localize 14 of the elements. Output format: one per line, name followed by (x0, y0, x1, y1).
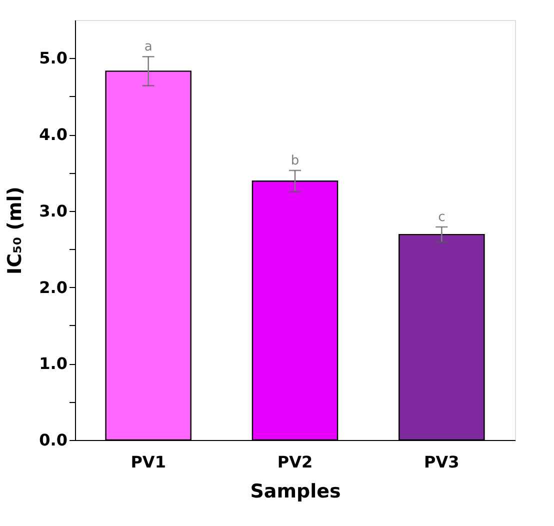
annotation: c (438, 210, 446, 225)
x-tick-label: PV3 (424, 452, 460, 472)
y-tick-label: 1.0 (39, 354, 68, 374)
annotation: b (290, 153, 300, 168)
annotation: a (144, 40, 152, 55)
x-tick-label: PV2 (277, 452, 313, 472)
x-axis-title: Samples (250, 480, 341, 502)
y-tick-label: 0.0 (39, 430, 68, 450)
y-tick-label: 3.0 (39, 201, 68, 220)
y-tick-label: 5.0 (39, 48, 68, 68)
x-tick-label: PV1 (130, 452, 166, 472)
y-axis-title: IC₅₀ (ml) (4, 186, 26, 274)
y-tick-label: 4.0 (39, 125, 68, 144)
y-tick-label: 2.0 (39, 278, 68, 297)
